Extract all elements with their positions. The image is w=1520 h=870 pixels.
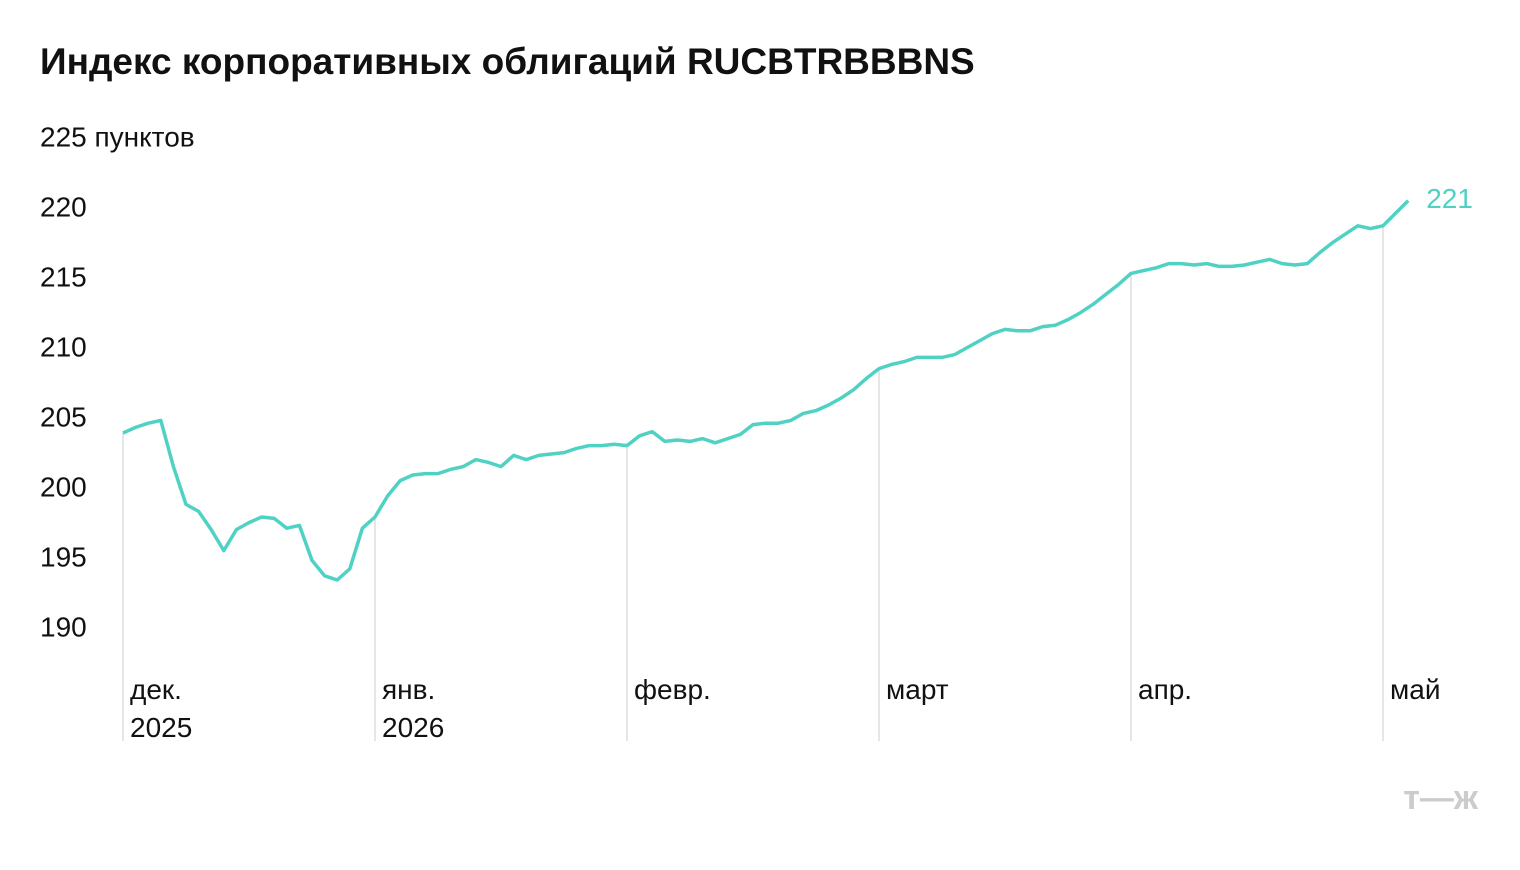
area-fill (123, 200, 1409, 742)
y-tick-label: 220 (40, 191, 87, 222)
y-tick-label: 205 (40, 401, 87, 432)
y-tick-label: 225 пунктов (40, 121, 195, 152)
x-tick-label: янв. 2026 (382, 674, 445, 743)
y-tick-label: 210 (40, 331, 87, 362)
x-tick-label: март (886, 674, 949, 705)
value-label: 221 (1426, 183, 1473, 214)
x-tick-label: дек. 2025 (130, 674, 193, 743)
x-tick-label: апр. (1138, 674, 1193, 705)
y-tick-label: 190 (40, 611, 87, 642)
y-tick-label: 195 (40, 541, 87, 572)
x-tick-label: май (1390, 674, 1441, 705)
data-line (122, 199, 1410, 582)
y-tick-label: 215 (40, 261, 87, 292)
chart-title: Индекс корпоративных облигаций RUCBTRBBB… (40, 41, 975, 82)
x-tick-label: февр. (634, 674, 711, 705)
y-tick-label: 200 (40, 471, 87, 502)
logo: т—ж (1403, 779, 1479, 817)
